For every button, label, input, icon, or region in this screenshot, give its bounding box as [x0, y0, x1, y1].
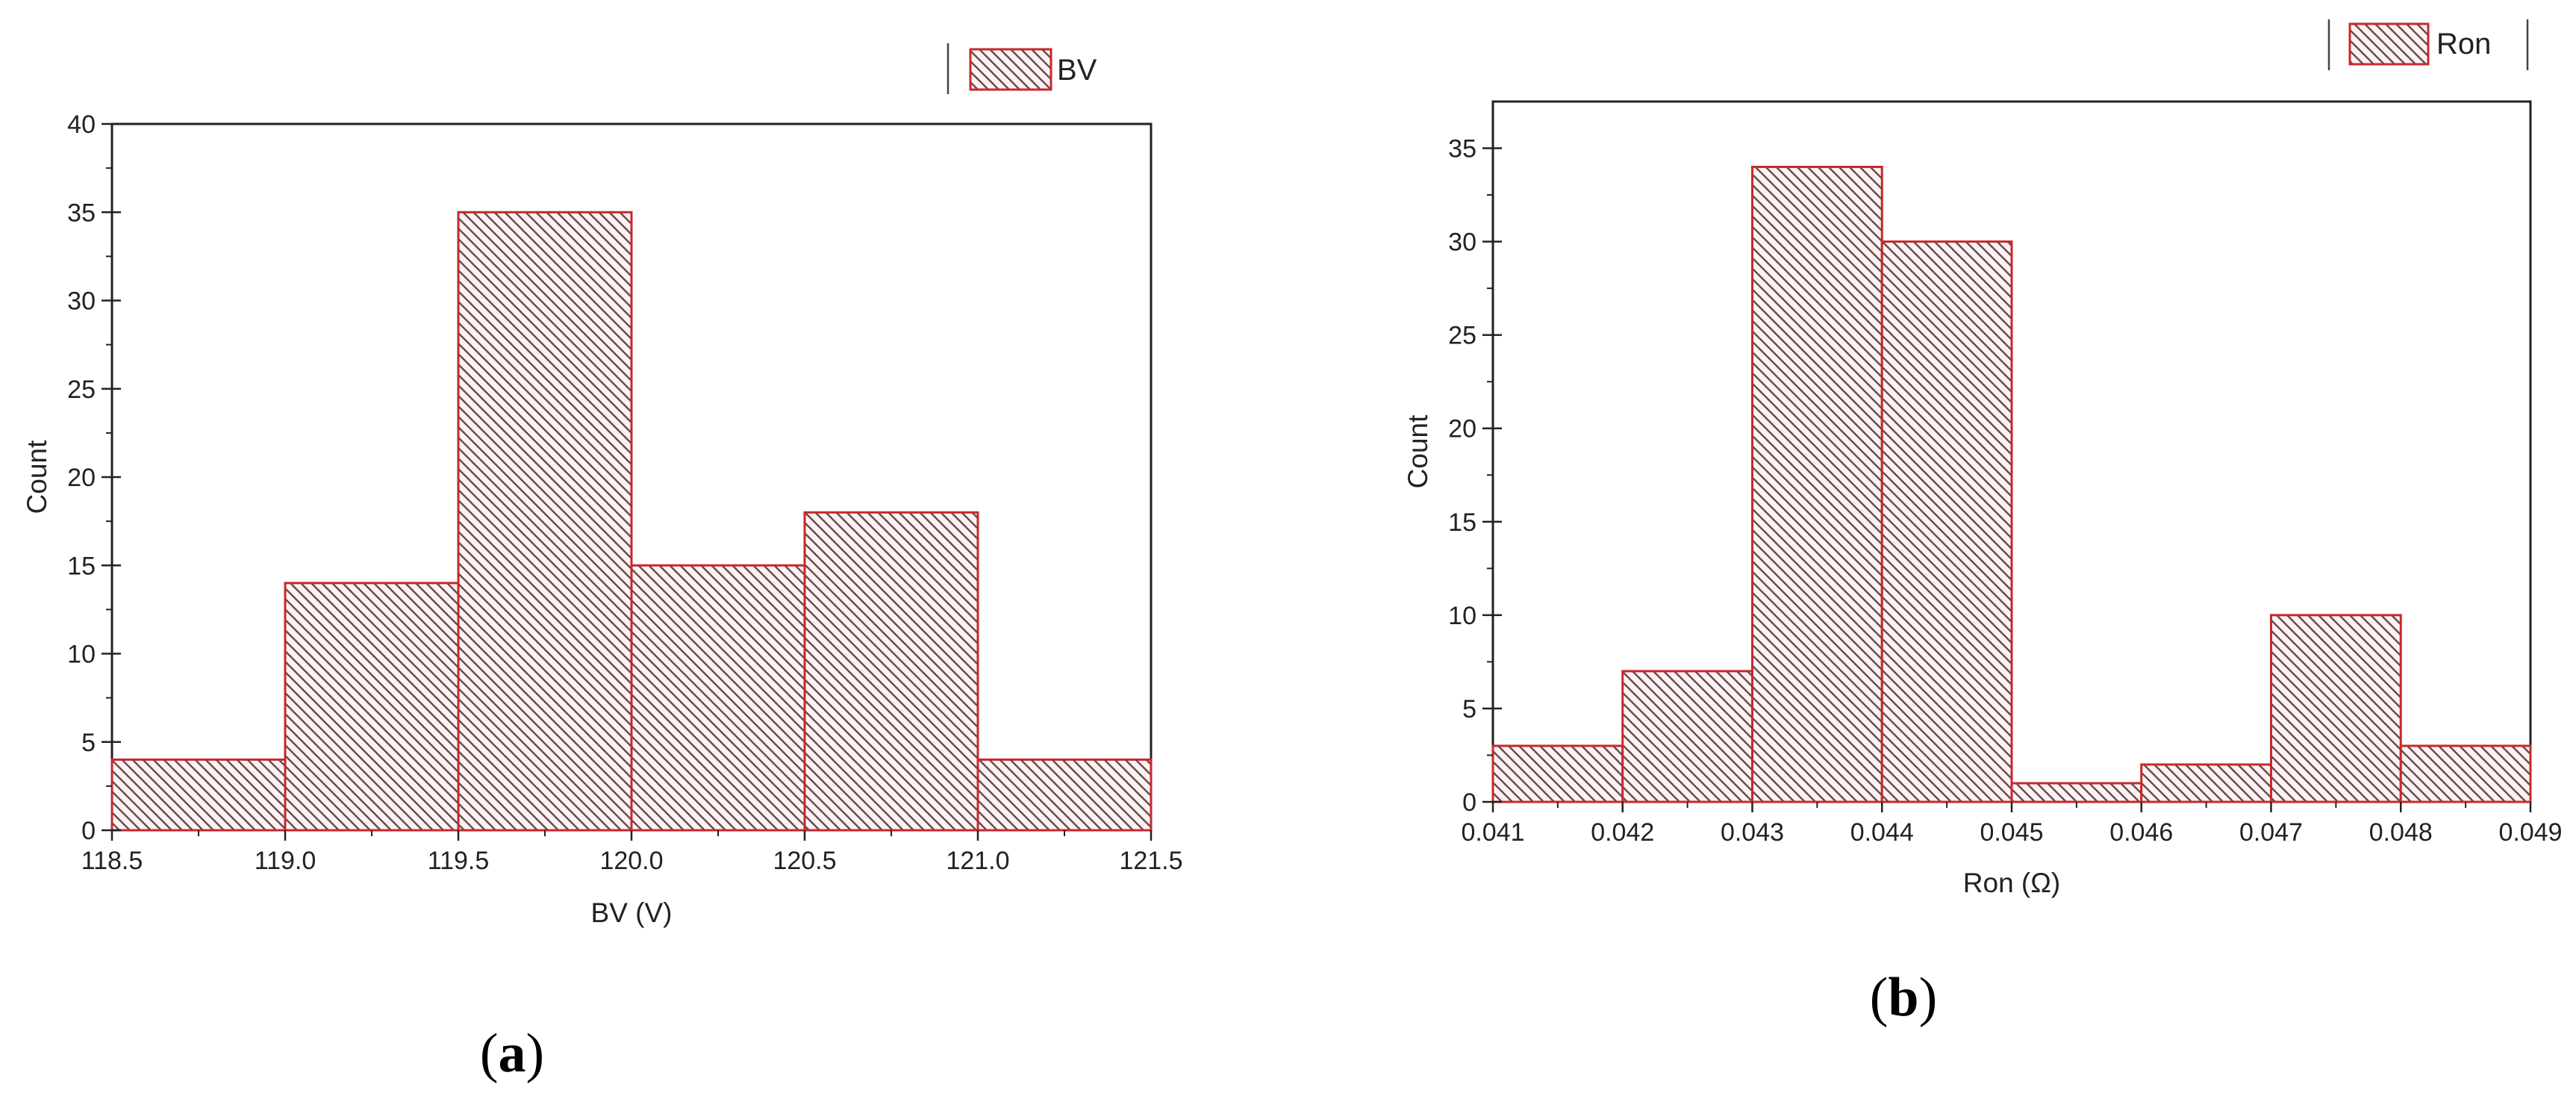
y-tick-label: 5: [81, 729, 96, 757]
y-tick-label: 35: [1448, 135, 1476, 164]
y-tick-label: 20: [67, 464, 96, 492]
x-tick-label: 120.0: [599, 847, 663, 875]
y-tick-label: 35: [67, 199, 96, 227]
histogram-bar: [1491, 744, 1624, 803]
y-tick-label: 30: [67, 287, 96, 316]
x-tick-label: 0.049: [2498, 818, 2562, 847]
y-tick-label: 10: [67, 641, 96, 669]
histogram-bar: [457, 211, 633, 832]
x-tick-label: 0.043: [1721, 818, 1784, 847]
x-tick-label: 120.5: [773, 847, 836, 875]
x-tick-label: 0.044: [1850, 818, 1914, 847]
histogram-panel-b: 0 5 10 15 20 25 30 35 0.041 0.042 0.043 0.044 0.045…: [1403, 19, 2563, 1028]
histogram-bar: [630, 564, 806, 832]
histogram-bar: [803, 511, 979, 832]
x-tick-label: 0.046: [2109, 818, 2173, 847]
histogram-bar: [2140, 763, 2272, 803]
y-tick-label: 0: [81, 817, 96, 845]
panel-label-b: (b): [1870, 967, 1937, 1028]
x-tick-label: 119.0: [255, 847, 316, 875]
y-tick-label: 25: [1448, 322, 1476, 350]
y-tick-label: 5: [1462, 695, 1476, 723]
panel-label-a: (a): [480, 1023, 544, 1084]
x-tick-label: 119.5: [428, 847, 490, 875]
histogram-panel-a: 0 5 10 15 20 25 30 35 40 118.5 119.0 119.5 120.0 120…: [22, 43, 1183, 1084]
y-tick-label: 15: [1448, 508, 1476, 537]
x-axis-label-b: Ron (Ω): [1963, 868, 2060, 898]
histogram-bar: [2010, 782, 2143, 803]
y-tick-label: 0: [1462, 788, 1476, 817]
x-tick-label: 0.047: [2239, 818, 2303, 847]
histogram-bar: [1880, 240, 2013, 803]
legend-label-b: Ron: [2436, 28, 2491, 60]
x-tick-label: 0.048: [2369, 818, 2433, 847]
y-tick-label: 25: [67, 376, 96, 404]
histogram-bar: [2270, 614, 2402, 803]
x-tick-label: 0.045: [1980, 818, 2043, 847]
x-tick-label: 0.042: [1591, 818, 1654, 847]
histogram-bar: [284, 582, 460, 832]
histogram-bar: [2399, 744, 2532, 803]
y-axis-label-b: Count: [1403, 414, 1433, 488]
x-tick-label: 118.5: [81, 847, 143, 875]
x-tick-label: 121.0: [946, 847, 1009, 875]
histogram-bar: [110, 758, 287, 832]
legend-label-a: BV: [1057, 54, 1097, 87]
x-tick-label: 0.041: [1461, 818, 1524, 847]
legend-a: BV: [946, 43, 1097, 94]
histogram-bar: [1621, 670, 1753, 803]
legend-b: Ron: [2327, 19, 2529, 70]
y-tick-label: 40: [67, 111, 96, 139]
x-tick-label: 121.5: [1119, 847, 1182, 875]
legend-swatch-b: [2348, 22, 2430, 66]
y-axis-label-a: Count: [22, 440, 52, 514]
histogram-bar: [976, 758, 1153, 832]
y-tick-label: 15: [67, 552, 96, 580]
y-tick-label: 10: [1448, 602, 1476, 630]
y-tick-label: 30: [1448, 228, 1476, 257]
legend-swatch-a: [969, 48, 1052, 91]
x-axis-label-a: BV (V): [591, 897, 673, 928]
histogram-bar: [1751, 166, 1883, 803]
y-tick-label: 20: [1448, 415, 1476, 443]
